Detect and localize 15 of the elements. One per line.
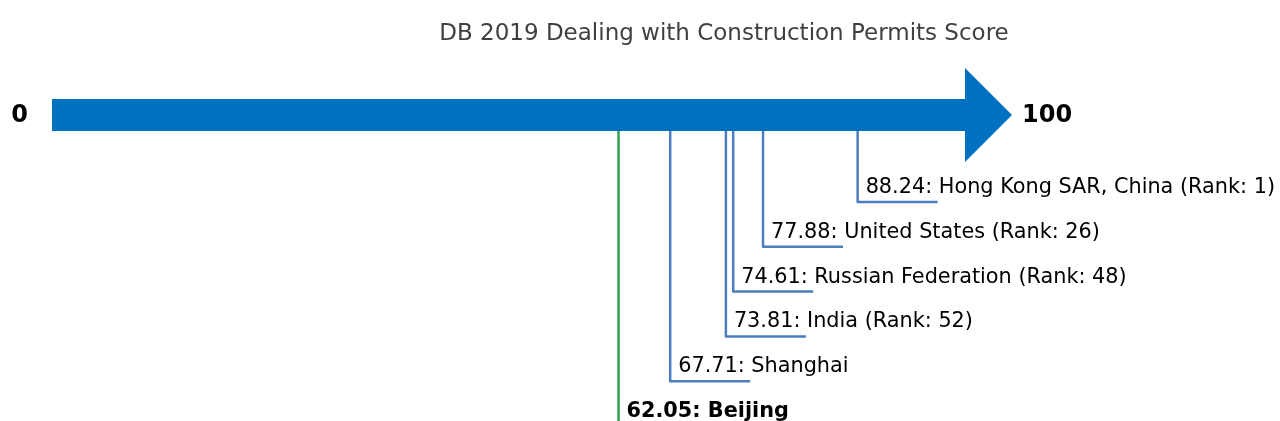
text: 0 (11, 100, 28, 129)
data-label: 67.71: (678, 353, 745, 378)
data-label: 74.61: (741, 263, 808, 288)
data-label: 62.05: (626, 398, 701, 421)
data-label: 88.24: (865, 174, 933, 198)
category-label: Hong Kong SAR, China (Rank: 1) (938, 174, 1275, 198)
category-label: Russian Federation (Rank: 48) (814, 263, 1127, 288)
category-label: Beijing (707, 398, 789, 421)
category-label: India (Rank: 52) (807, 308, 973, 333)
text: DB 2019 Dealing with Construction Permits Score (439, 19, 1009, 45)
category-label: Shanghai (751, 353, 849, 378)
data-label: 77.88: (771, 218, 838, 243)
data-label: 73.81: (733, 308, 801, 333)
category-label: United States (Rank: 26) (844, 218, 1100, 243)
text: 100 (1022, 100, 1073, 129)
